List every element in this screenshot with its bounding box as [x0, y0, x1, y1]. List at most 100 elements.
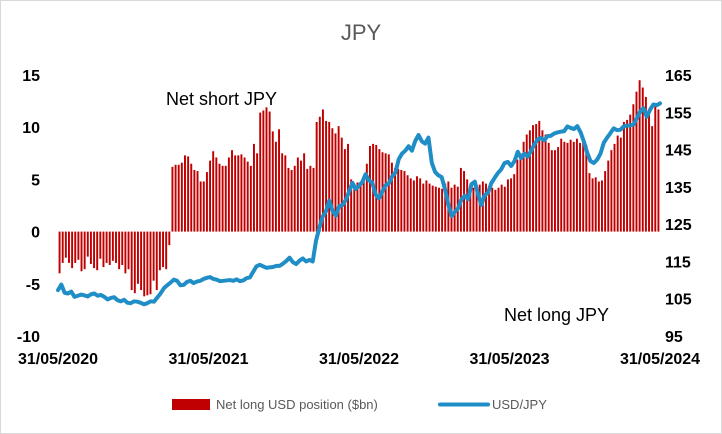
bar — [227, 157, 230, 232]
bar — [68, 231, 70, 263]
bar — [538, 120, 541, 232]
bar — [453, 184, 456, 232]
bar — [572, 141, 575, 232]
bar — [136, 231, 139, 284]
bar — [422, 183, 425, 232]
bar — [318, 116, 321, 232]
bar — [162, 231, 164, 268]
bar — [434, 186, 437, 232]
bar — [268, 111, 271, 232]
right-tick-label: 125 — [665, 217, 692, 234]
bar — [601, 180, 603, 232]
bar — [265, 107, 268, 232]
bar — [563, 141, 566, 232]
bar — [133, 231, 136, 294]
bar — [384, 153, 387, 232]
bar — [597, 181, 600, 232]
bar — [231, 150, 233, 232]
bar — [328, 121, 331, 232]
bar — [400, 170, 403, 232]
bar — [243, 157, 246, 232]
bar — [503, 186, 506, 232]
bar — [127, 231, 130, 270]
bar — [431, 185, 434, 232]
bar — [99, 231, 102, 259]
bar — [463, 171, 465, 232]
bar — [312, 167, 315, 232]
bar — [303, 153, 306, 232]
bar — [61, 231, 64, 263]
bar — [321, 109, 324, 232]
bar — [403, 171, 406, 232]
bar — [202, 181, 205, 232]
bar — [240, 154, 243, 232]
bar — [152, 231, 155, 281]
bar — [516, 159, 519, 232]
x-tick-label: 31/05/2024 — [620, 351, 700, 368]
bar — [657, 109, 660, 232]
bar — [654, 105, 657, 232]
bar — [334, 133, 337, 232]
bar — [390, 162, 393, 232]
left-tick-label: 10 — [22, 120, 40, 137]
bar — [481, 181, 484, 232]
bar — [331, 128, 334, 232]
bar — [437, 187, 440, 232]
bar — [278, 129, 281, 232]
bar — [582, 137, 585, 232]
bar — [93, 231, 96, 269]
bar — [180, 162, 183, 232]
bar — [74, 231, 77, 263]
bar — [506, 179, 509, 232]
bar — [111, 231, 114, 261]
bar — [287, 167, 290, 232]
bar — [281, 153, 284, 232]
bar — [362, 177, 365, 232]
bar — [619, 137, 622, 232]
bar — [234, 155, 237, 232]
usd-jpy-line — [56, 101, 662, 307]
bar — [444, 183, 447, 232]
bar — [350, 179, 353, 232]
bar — [77, 231, 80, 260]
left-tick-label: 0 — [31, 225, 40, 242]
bar — [199, 181, 202, 232]
bar — [296, 157, 299, 232]
bar — [466, 179, 469, 232]
bar — [607, 160, 610, 232]
bar — [369, 145, 371, 232]
bar — [149, 231, 152, 295]
bar — [406, 175, 409, 232]
bar — [412, 180, 415, 232]
bar — [215, 157, 218, 232]
bar — [588, 173, 591, 232]
bar — [205, 172, 208, 232]
bar — [89, 231, 92, 264]
line-series — [56, 101, 662, 307]
bar — [96, 231, 99, 271]
bar — [585, 144, 588, 232]
legend-label-bars: Net long USD position ($bn) — [216, 397, 378, 412]
bar — [309, 165, 312, 232]
right-tick-label: 155 — [665, 105, 692, 122]
bar — [274, 141, 277, 232]
bar — [387, 154, 390, 232]
left-tick-label: -10 — [17, 329, 40, 346]
bar — [196, 171, 199, 232]
bar — [485, 183, 487, 232]
bar — [616, 135, 619, 232]
bar — [71, 231, 74, 269]
right-tick-label: 115 — [665, 254, 691, 271]
bar — [290, 170, 293, 232]
bar — [575, 138, 578, 232]
right-tick-label: 105 — [665, 292, 692, 309]
bar — [158, 231, 161, 271]
bar — [579, 142, 582, 232]
bar — [249, 165, 252, 232]
bar — [146, 231, 149, 296]
bar — [519, 153, 522, 232]
right-tick-label: 145 — [665, 143, 692, 160]
bar — [108, 231, 111, 266]
bar — [569, 139, 572, 232]
bar — [428, 183, 431, 232]
